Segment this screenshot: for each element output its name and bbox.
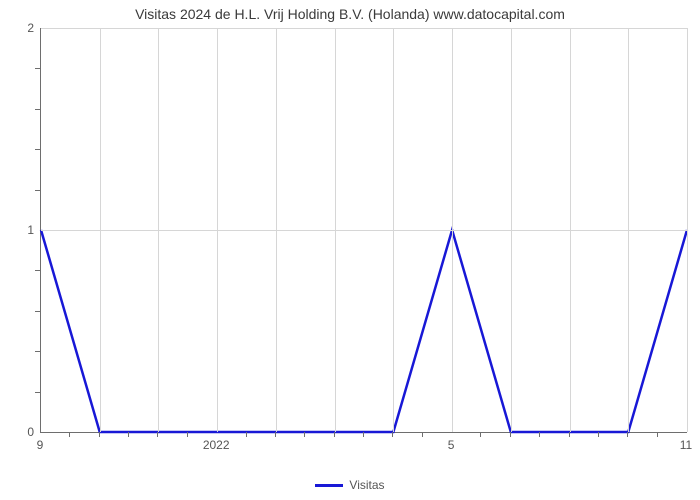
plot-area [40, 28, 687, 433]
y-minor-tick [35, 190, 40, 191]
series-line [41, 230, 687, 432]
grid-line-horizontal [41, 28, 687, 29]
x-minor-tick [598, 432, 599, 437]
x-minor-tick [69, 432, 70, 437]
x-minor-tick [187, 432, 188, 437]
x-minor-tick [246, 432, 247, 437]
grid-line-horizontal [41, 230, 687, 231]
x-minor-tick [539, 432, 540, 437]
x-tick-label: 5 [448, 438, 455, 452]
x-minor-tick [422, 432, 423, 437]
y-minor-tick [35, 109, 40, 110]
grid-line-vertical [687, 28, 688, 432]
chart-title: Visitas 2024 de H.L. Vrij Holding B.V. (… [0, 6, 700, 22]
y-minor-tick [35, 68, 40, 69]
x-tick-label: 9 [37, 438, 44, 452]
y-minor-tick [35, 351, 40, 352]
legend-label: Visitas [349, 478, 384, 492]
x-minor-tick [99, 432, 100, 437]
y-tick-label: 2 [4, 21, 34, 35]
x-minor-tick [510, 432, 511, 437]
y-tick-label: 0 [4, 425, 34, 439]
y-minor-tick [35, 311, 40, 312]
x-minor-tick [480, 432, 481, 437]
x-minor-tick [569, 432, 570, 437]
y-minor-tick [35, 149, 40, 150]
legend-swatch [315, 484, 343, 487]
x-tick-label: 2022 [203, 438, 230, 452]
y-tick-label: 1 [4, 223, 34, 237]
x-minor-tick [157, 432, 158, 437]
x-minor-tick [627, 432, 628, 437]
x-tick-label: 11 [680, 438, 692, 452]
x-minor-tick [128, 432, 129, 437]
x-minor-tick [275, 432, 276, 437]
x-minor-tick [304, 432, 305, 437]
x-minor-tick [363, 432, 364, 437]
chart-container: Visitas 2024 de H.L. Vrij Holding B.V. (… [0, 0, 700, 500]
x-minor-tick [392, 432, 393, 437]
legend: Visitas [0, 478, 700, 492]
x-minor-tick [657, 432, 658, 437]
y-minor-tick [35, 392, 40, 393]
y-minor-tick [35, 270, 40, 271]
x-minor-tick [334, 432, 335, 437]
